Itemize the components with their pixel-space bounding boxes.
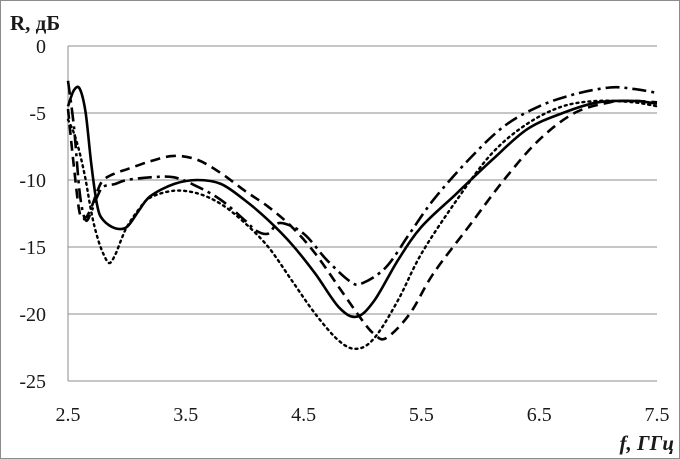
series-line-dash-dot — [66, 80, 658, 287]
x-tick-label: 5.5 — [409, 404, 434, 426]
y-tick-label: -20 — [19, 304, 46, 326]
y-tick-label: -10 — [19, 170, 46, 192]
series-line-dashed — [66, 99, 658, 341]
y-tick-labels: 0 -5 -10 -15 -20 -25 — [19, 36, 46, 393]
y-tick-label: -15 — [19, 237, 46, 259]
x-tick-label: 3.5 — [173, 404, 198, 426]
series-line-solid — [66, 85, 658, 319]
x-tick-label: 7.5 — [645, 404, 670, 426]
x-tick-label: 6.5 — [527, 404, 552, 426]
gridlines — [68, 45, 657, 382]
x-tick-labels: 2.5 3.5 4.5 5.5 6.5 7.5 — [56, 404, 670, 426]
x-tick-label: 4.5 — [291, 404, 316, 426]
series-line-dotted — [66, 99, 659, 351]
y-tick-label: 0 — [36, 36, 46, 58]
y-tick-label: -5 — [29, 103, 46, 125]
y-axis-title: R, дБ — [10, 11, 60, 35]
series-layer — [66, 80, 659, 351]
y-tick-label: -25 — [19, 371, 46, 393]
x-axis-title: f, ГГц — [619, 431, 674, 455]
x-tick-label: 2.5 — [56, 404, 81, 426]
